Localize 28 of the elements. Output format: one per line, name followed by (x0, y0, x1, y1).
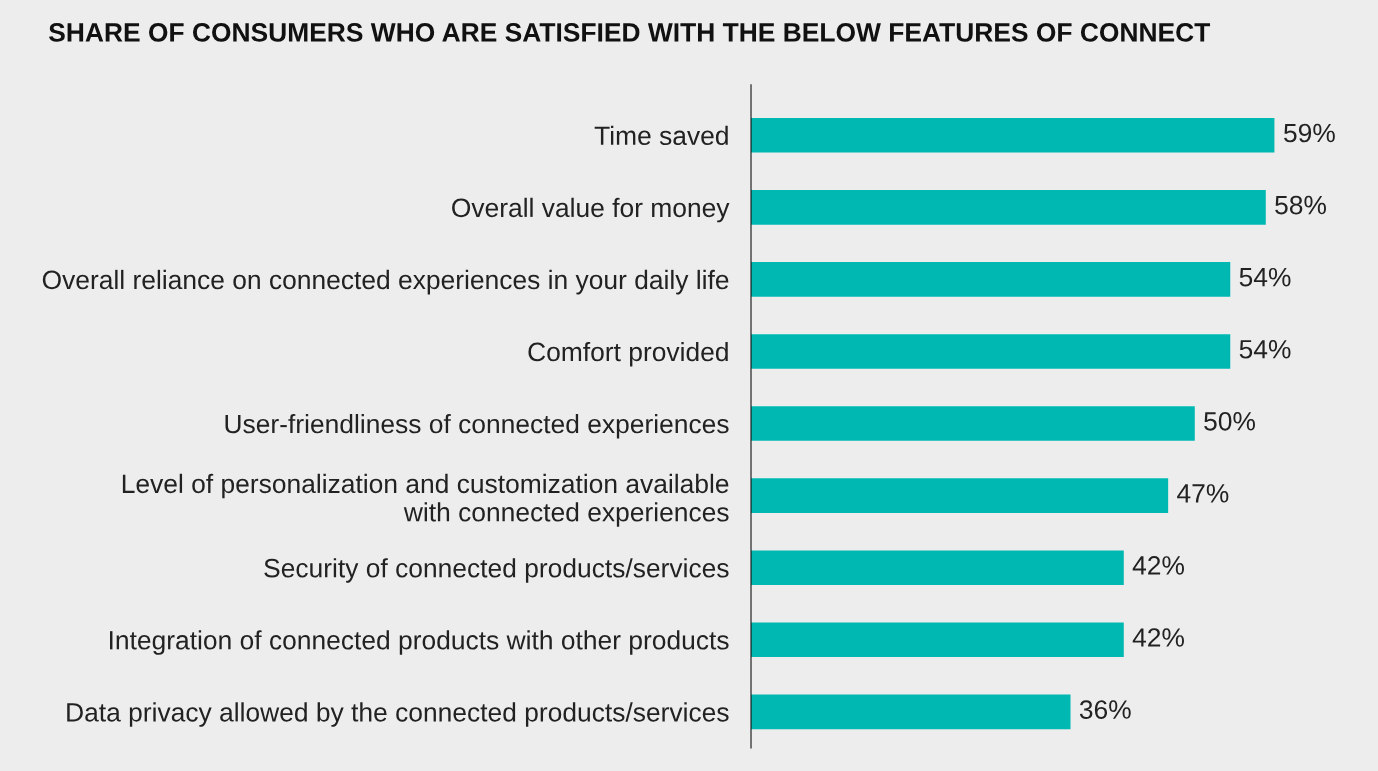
bar (751, 622, 1124, 658)
y-tick-label: Comfort provided (528, 341, 728, 367)
y-tick-label: Data privacy allowed by the connected products/services (67, 702, 729, 727)
data-label: 36% (1079, 700, 1131, 719)
bar (751, 694, 1071, 730)
data-label: 47% (1177, 484, 1229, 503)
data-label: 42% (1132, 556, 1184, 575)
data-label: 42% (1132, 628, 1184, 647)
bar (751, 406, 1195, 441)
y-tick-label: Level of personalization and customization available with connected experiences (122, 473, 729, 527)
data-label: 54% (1239, 267, 1291, 287)
data-label: 58% (1275, 195, 1326, 215)
data-label: 50% (1204, 411, 1255, 431)
y-tick-label: Overall value for money (452, 197, 730, 223)
data-label: 54% (1239, 339, 1291, 359)
y-tick-label: Time saved (594, 125, 728, 146)
chart-title: SHARE OF CONSUMERS WHO ARE SATISFIED WITH THE BELOW FEATURES OF CONNECT (48, 23, 1211, 42)
bar (751, 262, 1231, 297)
y-tick-label: Integration of connected products with other products (109, 630, 729, 655)
bar (751, 478, 1169, 513)
y-tick-label: User-friendliness of connected experiences (225, 413, 729, 439)
y-tick-label: Overall reliance on connected experiences in your daily life (42, 269, 729, 295)
bar (751, 550, 1124, 585)
y-tick-label: Security of connected products/services (264, 558, 729, 583)
bar (751, 117, 1275, 153)
bar (751, 334, 1231, 369)
bar (751, 190, 1266, 225)
data-label: 59% (1284, 123, 1335, 143)
